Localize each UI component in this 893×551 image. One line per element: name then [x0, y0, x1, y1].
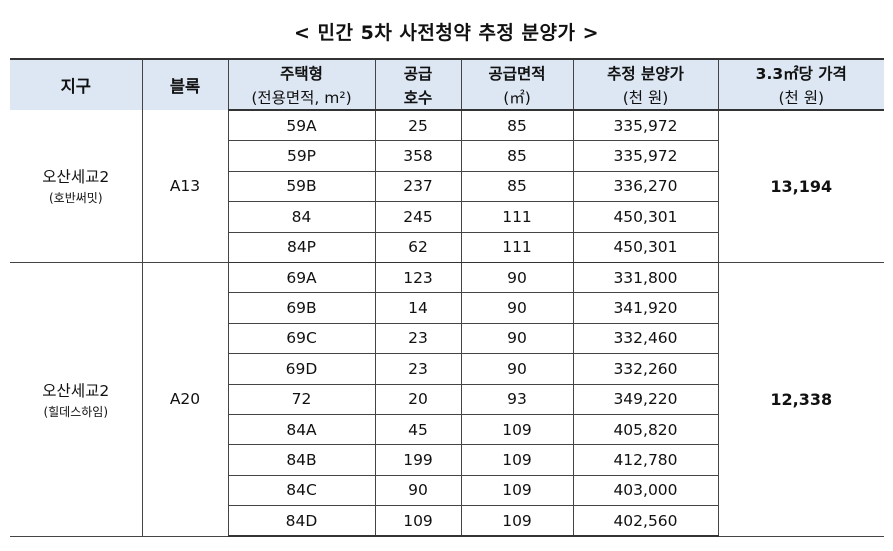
- table-row: 69B 14 90 341,920: [10, 292, 884, 324]
- table-body: 오산세교2 (호반써밋) A13 59A 25 85 335,972 13,194 59P 358…: [10, 110, 884, 538]
- units-cell: 23: [374, 353, 462, 385]
- type-cell: 59A: [227, 110, 376, 142]
- price-cell: 402,560: [572, 505, 719, 538]
- area-cell: 90: [460, 292, 574, 324]
- table-row: 59P 358 85 335,972: [10, 140, 884, 172]
- header-area-sub: (㎡): [460, 85, 574, 111]
- area-cell: 85: [460, 171, 574, 203]
- header-row: 지구 블록 주택형 공급 공급면적 추정 분양가 3.3㎡당 가격: [10, 58, 884, 110]
- units-cell: 237: [374, 171, 462, 203]
- units-cell: 25: [374, 110, 462, 142]
- header-supply-sub: 호수: [374, 85, 462, 111]
- price-cell: 450,301: [572, 232, 719, 263]
- price-cell: 341,920: [572, 292, 719, 324]
- price-cell: 412,780: [572, 444, 719, 476]
- type-cell: 84: [227, 201, 376, 233]
- type-cell: 72: [227, 384, 376, 415]
- price-cell: 405,820: [572, 414, 719, 446]
- header-type: 주택형: [227, 58, 376, 85]
- header-price-per-3-3: 3.3㎡당 가격: [717, 58, 884, 85]
- units-cell: 20: [374, 384, 462, 415]
- table-row: 59B 237 85 336,270: [10, 171, 884, 203]
- type-cell: 84P: [227, 232, 376, 263]
- area-cell: 85: [460, 140, 574, 172]
- block-cell: A20: [141, 262, 229, 537]
- type-cell: 69D: [227, 353, 376, 385]
- table-row: 84P 62 111 450,301: [10, 232, 884, 263]
- price-per-3-3-cell: 12,338: [717, 262, 884, 537]
- table-row: 69D 23 90 332,260: [10, 353, 884, 385]
- area-cell: 90: [460, 262, 574, 294]
- type-cell: 84D: [227, 505, 376, 538]
- header-block: 블록: [141, 58, 229, 110]
- area-cell: 90: [460, 323, 574, 355]
- table-row: 84B 199 109 412,780: [10, 444, 884, 476]
- table-row: 오산세교2 (호반써밋) A13 59A 25 85 335,972 13,194: [10, 110, 884, 263]
- district-cell: 오산세교2 (호반써밋): [10, 110, 143, 263]
- district-name: 오산세교2: [42, 381, 110, 400]
- district-cell: 오산세교2 (힐데스하임): [10, 262, 143, 537]
- header-district: 지구: [10, 58, 143, 110]
- units-cell: 358: [374, 140, 462, 172]
- type-cell: 59P: [227, 140, 376, 172]
- units-cell: 199: [374, 444, 462, 476]
- header-row-sub: (전용면적, m²) 호수 (㎡) (천 원) (천 원): [10, 85, 884, 111]
- area-cell: 111: [460, 232, 574, 263]
- builder-name: (힐데스하임): [43, 404, 109, 419]
- table-row: 72 20 93 349,220: [10, 384, 884, 415]
- area-cell: 109: [460, 444, 574, 476]
- table-row: 84C 90 109 403,000: [10, 475, 884, 507]
- table-row: 69C 23 90 332,460: [10, 323, 884, 355]
- price-cell: 335,972: [572, 110, 719, 142]
- price-cell: 331,800: [572, 262, 719, 294]
- area-cell: 109: [460, 505, 574, 538]
- price-cell: 450,301: [572, 201, 719, 233]
- units-cell: 62: [374, 232, 462, 263]
- area-cell: 111: [460, 201, 574, 233]
- units-cell: 109: [374, 505, 462, 538]
- area-cell: 85: [460, 110, 574, 142]
- type-cell: 69C: [227, 323, 376, 355]
- header-area: 공급면적: [460, 58, 574, 85]
- type-cell: 69A: [227, 262, 376, 294]
- price-cell: 332,460: [572, 323, 719, 355]
- units-cell: 23: [374, 323, 462, 355]
- area-cell: 109: [460, 475, 574, 507]
- price-cell: 335,972: [572, 140, 719, 172]
- price-cell: 336,270: [572, 171, 719, 203]
- builder-name: (호반써밋): [48, 191, 103, 206]
- type-cell: 84C: [227, 475, 376, 507]
- units-cell: 245: [374, 201, 462, 233]
- type-cell: 59B: [227, 171, 376, 203]
- units-cell: 45: [374, 414, 462, 446]
- district-name: 오산세교2: [42, 168, 110, 187]
- price-per-3-3-cell: 13,194: [717, 110, 884, 263]
- table-row: 84A 45 109 405,820: [10, 414, 884, 446]
- page-title: < 민간 5차 사전청약 추정 분양가 >: [293, 22, 599, 44]
- header-price-per-3-3-sub: (천 원): [717, 85, 884, 111]
- table-row: 84 245 111 450,301: [10, 201, 884, 233]
- type-cell: 84B: [227, 444, 376, 476]
- header-price: 추정 분양가: [572, 58, 719, 85]
- table-row: 84D 109 109 402,560: [10, 505, 884, 538]
- header-type-sub: (전용면적, m²): [228, 85, 376, 111]
- block-cell: A13: [141, 110, 229, 263]
- price-cell: 349,220: [572, 384, 719, 415]
- type-cell: 84A: [227, 414, 376, 446]
- presale-price-table: 지구 블록 주택형 공급 공급면적 추정 분양가 3.3㎡당 가격 (전용면적,…: [10, 58, 884, 538]
- header-supply: 공급: [374, 58, 462, 85]
- area-cell: 90: [460, 353, 574, 385]
- area-cell: 109: [460, 414, 574, 446]
- price-cell: 403,000: [572, 475, 719, 507]
- area-cell: 93: [460, 384, 574, 415]
- type-cell: 69B: [227, 292, 376, 324]
- header-price-sub: (천 원): [572, 85, 719, 111]
- price-cell: 332,260: [572, 353, 719, 385]
- units-cell: 14: [374, 292, 462, 324]
- table-row: 오산세교2 (힐데스하임) A20 69A 123 90 331,800 12,338: [10, 262, 884, 537]
- units-cell: 123: [374, 262, 462, 294]
- units-cell: 90: [374, 475, 462, 507]
